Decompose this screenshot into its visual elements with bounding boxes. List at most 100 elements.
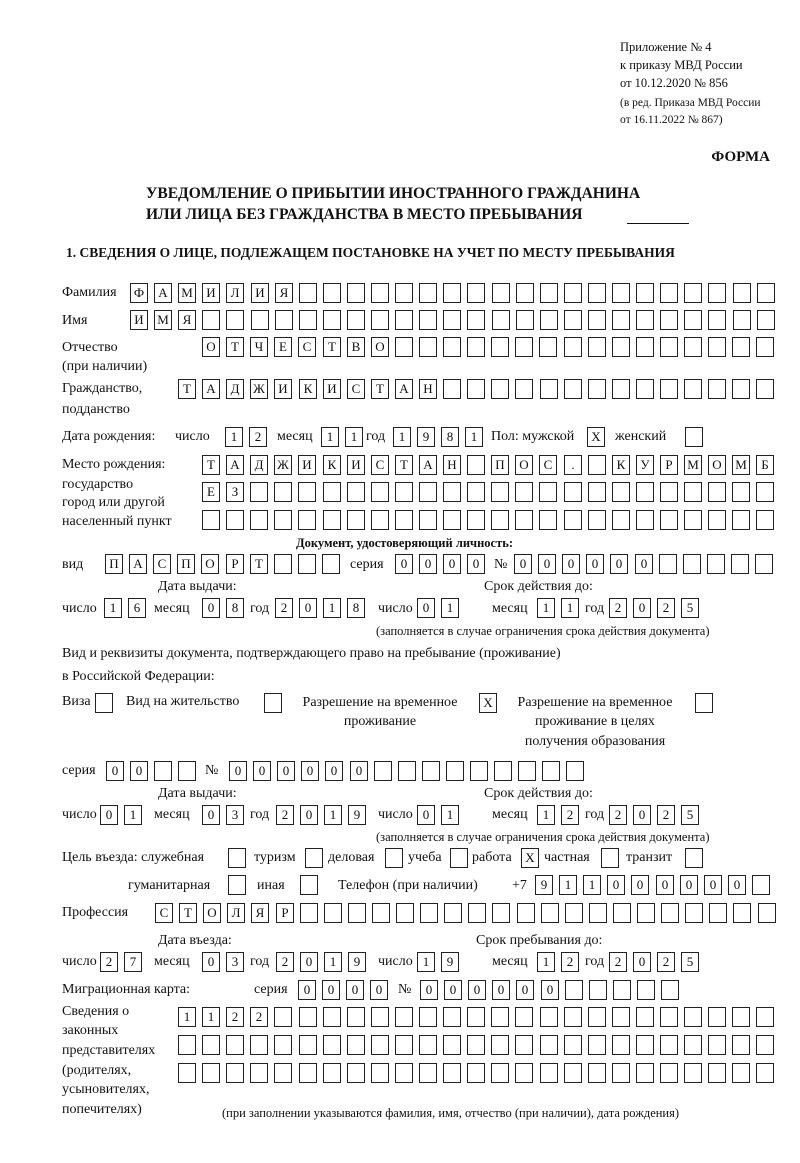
char-box-birthplace-3[interactable] bbox=[588, 510, 606, 530]
char-box-surname[interactable] bbox=[733, 283, 751, 303]
checkbox-purpose-tourism[interactable] bbox=[305, 848, 323, 868]
checkbox-residence-permit[interactable] bbox=[264, 693, 282, 713]
char-box-birthplace-1[interactable]: Р bbox=[660, 455, 678, 475]
char-box-profession[interactable]: С bbox=[155, 903, 173, 923]
char-box-birthplace-2[interactable] bbox=[636, 482, 654, 502]
char-box-reps-1[interactable] bbox=[419, 1007, 437, 1027]
char-box-id-number[interactable] bbox=[707, 554, 725, 574]
char-box-birthplace-1[interactable]: М bbox=[732, 455, 750, 475]
char-box-stay-issue-year[interactable]: 2 bbox=[276, 805, 294, 825]
char-box-surname[interactable]: Ф bbox=[130, 283, 148, 303]
char-box-birthplace-3[interactable] bbox=[539, 510, 557, 530]
char-box-reps-3[interactable] bbox=[202, 1063, 220, 1083]
char-box-surname[interactable] bbox=[588, 283, 606, 303]
char-box-reps-3[interactable] bbox=[756, 1063, 774, 1083]
char-box-stay-number[interactable]: 0 bbox=[301, 761, 319, 781]
char-box-birthplace-3[interactable] bbox=[371, 510, 389, 530]
char-box-profession[interactable] bbox=[372, 903, 390, 923]
char-box-stay-number[interactable] bbox=[542, 761, 560, 781]
char-box-reps-3[interactable] bbox=[564, 1063, 582, 1083]
char-box-reps-3[interactable] bbox=[347, 1063, 365, 1083]
char-box-reps-1[interactable] bbox=[443, 1007, 461, 1027]
char-box-surname[interactable] bbox=[612, 283, 630, 303]
char-box-id-issue-month[interactable]: 0 bbox=[202, 598, 220, 618]
char-box-stay-series[interactable] bbox=[154, 761, 172, 781]
char-box-citizenship[interactable]: К bbox=[299, 379, 317, 399]
char-box-name[interactable] bbox=[299, 310, 317, 330]
char-box-reps-1[interactable] bbox=[612, 1007, 630, 1027]
char-box-birthplace-3[interactable] bbox=[226, 510, 244, 530]
char-box-patronymic[interactable] bbox=[539, 337, 557, 357]
char-box-patronymic[interactable]: Ч bbox=[250, 337, 268, 357]
char-box-patronymic[interactable] bbox=[443, 337, 461, 357]
char-box-birthplace-3[interactable] bbox=[419, 510, 437, 530]
char-box-reps-2[interactable] bbox=[299, 1035, 317, 1055]
char-box-surname[interactable] bbox=[347, 283, 365, 303]
char-box-citizenship[interactable] bbox=[660, 379, 678, 399]
char-box-stay-until-year[interactable]: 5 bbox=[681, 952, 699, 972]
char-box-name[interactable] bbox=[684, 310, 702, 330]
char-box-name[interactable] bbox=[757, 310, 775, 330]
char-box-profession[interactable] bbox=[517, 903, 535, 923]
char-box-id-number[interactable]: 0 bbox=[635, 554, 653, 574]
char-box-name[interactable] bbox=[323, 310, 341, 330]
char-box-patronymic[interactable]: Т bbox=[323, 337, 341, 357]
char-box-reps-2[interactable] bbox=[732, 1035, 750, 1055]
char-box-reps-3[interactable] bbox=[660, 1063, 678, 1083]
char-box-profession[interactable]: Т bbox=[179, 903, 197, 923]
char-box-stay-number[interactable] bbox=[518, 761, 536, 781]
char-box-stay-valid-year[interactable]: 2 bbox=[609, 805, 627, 825]
char-box-name[interactable] bbox=[733, 310, 751, 330]
char-box-name[interactable] bbox=[275, 310, 293, 330]
char-box-patronymic[interactable] bbox=[684, 337, 702, 357]
char-box-id-series[interactable]: 0 bbox=[419, 554, 437, 574]
char-box-surname[interactable] bbox=[684, 283, 702, 303]
char-box-name[interactable] bbox=[226, 310, 244, 330]
checkbox-temp-edu[interactable] bbox=[695, 693, 713, 713]
char-box-birthplace-2[interactable] bbox=[395, 482, 413, 502]
char-box-patronymic[interactable] bbox=[564, 337, 582, 357]
char-box-name[interactable] bbox=[612, 310, 630, 330]
char-box-stay-until-year[interactable]: 2 bbox=[657, 952, 675, 972]
char-box-profession[interactable] bbox=[733, 903, 751, 923]
char-box-reps-2[interactable] bbox=[202, 1035, 220, 1055]
char-box-profession[interactable]: Р bbox=[276, 903, 294, 923]
char-box-birthplace-1[interactable]: Ж bbox=[274, 455, 292, 475]
checkbox-purpose-private[interactable] bbox=[601, 848, 619, 868]
char-box-reps-1[interactable] bbox=[371, 1007, 389, 1027]
char-box-birthplace-1[interactable]: Д bbox=[250, 455, 268, 475]
char-box-birthplace-3[interactable] bbox=[347, 510, 365, 530]
char-box-patronymic[interactable]: В bbox=[347, 337, 365, 357]
char-box-reps-1[interactable] bbox=[274, 1007, 292, 1027]
char-box-reps-1[interactable] bbox=[684, 1007, 702, 1027]
char-box-id-issue-day[interactable]: 1 bbox=[104, 598, 122, 618]
char-box-id-valid-year[interactable]: 2 bbox=[657, 598, 675, 618]
char-box-name[interactable] bbox=[564, 310, 582, 330]
char-box-reps-2[interactable] bbox=[395, 1035, 413, 1055]
char-box-stay-number[interactable]: 0 bbox=[350, 761, 368, 781]
char-box-surname[interactable]: Я bbox=[275, 283, 293, 303]
char-box-name[interactable] bbox=[202, 310, 220, 330]
char-box-reps-1[interactable] bbox=[467, 1007, 485, 1027]
char-box-id-number[interactable] bbox=[731, 554, 749, 574]
char-box-birthplace-3[interactable] bbox=[202, 510, 220, 530]
char-box-profession[interactable] bbox=[661, 903, 679, 923]
char-box-surname[interactable] bbox=[371, 283, 389, 303]
char-box-birthplace-3[interactable] bbox=[443, 510, 461, 530]
char-box-birth-month[interactable]: 1 bbox=[321, 427, 339, 447]
char-box-reps-1[interactable] bbox=[299, 1007, 317, 1027]
char-box-reps-3[interactable] bbox=[467, 1063, 485, 1083]
char-box-birthplace-2[interactable]: З bbox=[226, 482, 244, 502]
char-box-birthplace-3[interactable] bbox=[250, 510, 268, 530]
char-box-birthplace-3[interactable] bbox=[564, 510, 582, 530]
char-box-reps-2[interactable] bbox=[515, 1035, 533, 1055]
char-box-name[interactable] bbox=[708, 310, 726, 330]
char-box-birth-year[interactable]: 1 bbox=[393, 427, 411, 447]
char-box-stay-number[interactable] bbox=[374, 761, 392, 781]
char-box-citizenship[interactable]: Т bbox=[371, 379, 389, 399]
char-box-id-series[interactable]: 0 bbox=[443, 554, 461, 574]
char-box-name[interactable] bbox=[492, 310, 510, 330]
char-box-surname[interactable] bbox=[419, 283, 437, 303]
char-box-birthplace-1[interactable]: К bbox=[323, 455, 341, 475]
char-box-citizenship[interactable]: Ж bbox=[250, 379, 268, 399]
